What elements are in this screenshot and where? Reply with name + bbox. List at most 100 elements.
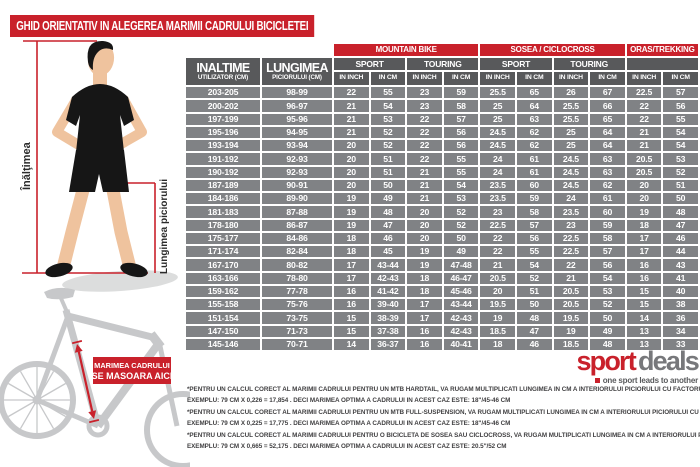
table-cell: 38: [663, 299, 698, 311]
table-cell: 171-174: [186, 246, 260, 258]
table-cell: 49: [443, 246, 479, 258]
unit-header-cm: IN CM: [443, 72, 479, 85]
table-cell: 77-78: [262, 285, 332, 297]
table-cell: 53: [663, 153, 698, 165]
table-cell: 19: [407, 259, 442, 271]
table-cell: 33: [663, 338, 698, 350]
table-cell: 95-96: [262, 113, 332, 125]
unit-header-inch: IN INCH: [553, 72, 589, 85]
table-cell: 190-192: [186, 166, 260, 178]
table-cell: 53: [370, 113, 406, 125]
unit-header-inch: IN INCH: [480, 72, 515, 85]
footnote-line: *PENTRU UN CALCUL CORECT AL MARIMII CADR…: [187, 386, 700, 393]
col-header-inaltime-title: INALTIME: [196, 60, 250, 75]
table-cell: 54: [370, 100, 406, 112]
table-cell: 24.5: [480, 126, 515, 138]
table-cell: 20.5: [480, 272, 515, 284]
bike-saddle: [44, 287, 75, 300]
table-cell: 71-73: [262, 325, 332, 337]
table-cell: 41-42: [370, 285, 406, 297]
table-cell: 52: [516, 272, 552, 284]
table-cell: 90-91: [262, 179, 332, 191]
table-cell: 54: [590, 272, 625, 284]
unit-header-cm: IN CM: [516, 72, 552, 85]
table-cell: 21: [407, 193, 442, 205]
table-cell: 23.5: [553, 206, 589, 218]
table-cell: 51: [370, 153, 406, 165]
frame-size-callout: MARIMEA CADRULUI SE MASOARA AICI: [92, 357, 172, 384]
table-cell: 19: [626, 206, 662, 218]
table-cell: 43: [663, 259, 698, 271]
table-cell: 20: [407, 206, 442, 218]
bike-frame-sketch: [0, 295, 190, 467]
table-cell: 46: [516, 338, 552, 350]
table-cell: 24.5: [480, 140, 515, 152]
table-cell: 22: [553, 259, 589, 271]
table-cell: 63: [516, 113, 552, 125]
subgroup-mtb-sport: SPORT: [334, 58, 406, 70]
table-cell: 22: [407, 153, 442, 165]
table-cell: 47: [370, 219, 406, 231]
table-cell: 24: [480, 153, 515, 165]
table-cell: 22.5: [626, 87, 662, 99]
table-cell: 22.5: [553, 246, 589, 258]
table-cell: 41: [663, 272, 698, 284]
table-cell: 23: [407, 87, 442, 99]
table-cell: 197-199: [186, 113, 260, 125]
table-cell: 19: [334, 193, 369, 205]
table-cell: 53: [443, 193, 479, 205]
table-cell: 59: [443, 87, 479, 99]
table-cell: 16: [626, 272, 662, 284]
table-cell: 16: [407, 338, 442, 350]
table-cell: 45-46: [443, 285, 479, 297]
table-cell: 57: [516, 219, 552, 231]
table-cell: 63: [590, 166, 625, 178]
col-header-lungimea-title: LUNGIMEA: [266, 60, 328, 75]
table-cell: 18: [407, 285, 442, 297]
table-cell: 22: [626, 113, 662, 125]
leg-length-label: Lungimea piciorului: [159, 179, 170, 274]
table-cell: 20.5: [553, 299, 589, 311]
table-cell: 15: [334, 325, 369, 337]
table-cell: 20.5: [626, 153, 662, 165]
sportdeals-logo: sport deals one sport leads to another: [576, 348, 699, 386]
subgroup-mtb-touring: TOURING: [407, 58, 479, 70]
table-cell: 18: [407, 272, 442, 284]
table-cell: 62: [590, 179, 625, 191]
table-cell: 56: [443, 140, 479, 152]
table-cell: 50: [370, 179, 406, 191]
table-cell: 21: [407, 166, 442, 178]
table-cell: 181-183: [186, 206, 260, 218]
table-cell: 80-82: [262, 259, 332, 271]
table-cell: 49: [370, 193, 406, 205]
table-cell: 57: [443, 113, 479, 125]
measurement-illustration: Înălţimea Lungimea piciorului: [0, 40, 190, 467]
table-cell: 24.5: [553, 153, 589, 165]
table-cell: 16: [626, 259, 662, 271]
table-cell: 61: [516, 166, 552, 178]
table-cell: 15: [626, 285, 662, 297]
table-cell: 20.5: [626, 166, 662, 178]
table-cell: 19: [553, 325, 589, 337]
col-group-oras-trekking: ORAS/TREKKING: [626, 44, 698, 56]
table-cell: 56: [663, 100, 698, 112]
logo-wordmark: sport deals: [576, 348, 699, 375]
frame-size-arrow: [71, 340, 100, 424]
footnote-line: *PENTRU UN CALCUL CORECT AL MARIMII CADR…: [187, 431, 700, 439]
table-cell: 38-39: [370, 312, 406, 324]
table-cell: 65: [516, 87, 552, 99]
table-cell: 25.5: [553, 100, 589, 112]
table-cell: 16: [334, 299, 369, 311]
table-cell: 70-71: [262, 338, 332, 350]
col-group-sosea-ciclocross: SOSEA / CICLOCROSS: [480, 44, 625, 56]
table-cell: 20: [334, 166, 369, 178]
table-cell: 52: [443, 206, 479, 218]
table-cell: 20: [626, 179, 662, 191]
table-cell: 51: [370, 166, 406, 178]
footnote-line: *PENTRU UN CALCUL CORECT AL MARIMII CADR…: [187, 408, 700, 416]
table-cell: 19: [334, 206, 369, 218]
table-cell: 19: [407, 246, 442, 258]
table-cell: 21: [334, 126, 369, 138]
table-cell: 48: [590, 338, 625, 350]
